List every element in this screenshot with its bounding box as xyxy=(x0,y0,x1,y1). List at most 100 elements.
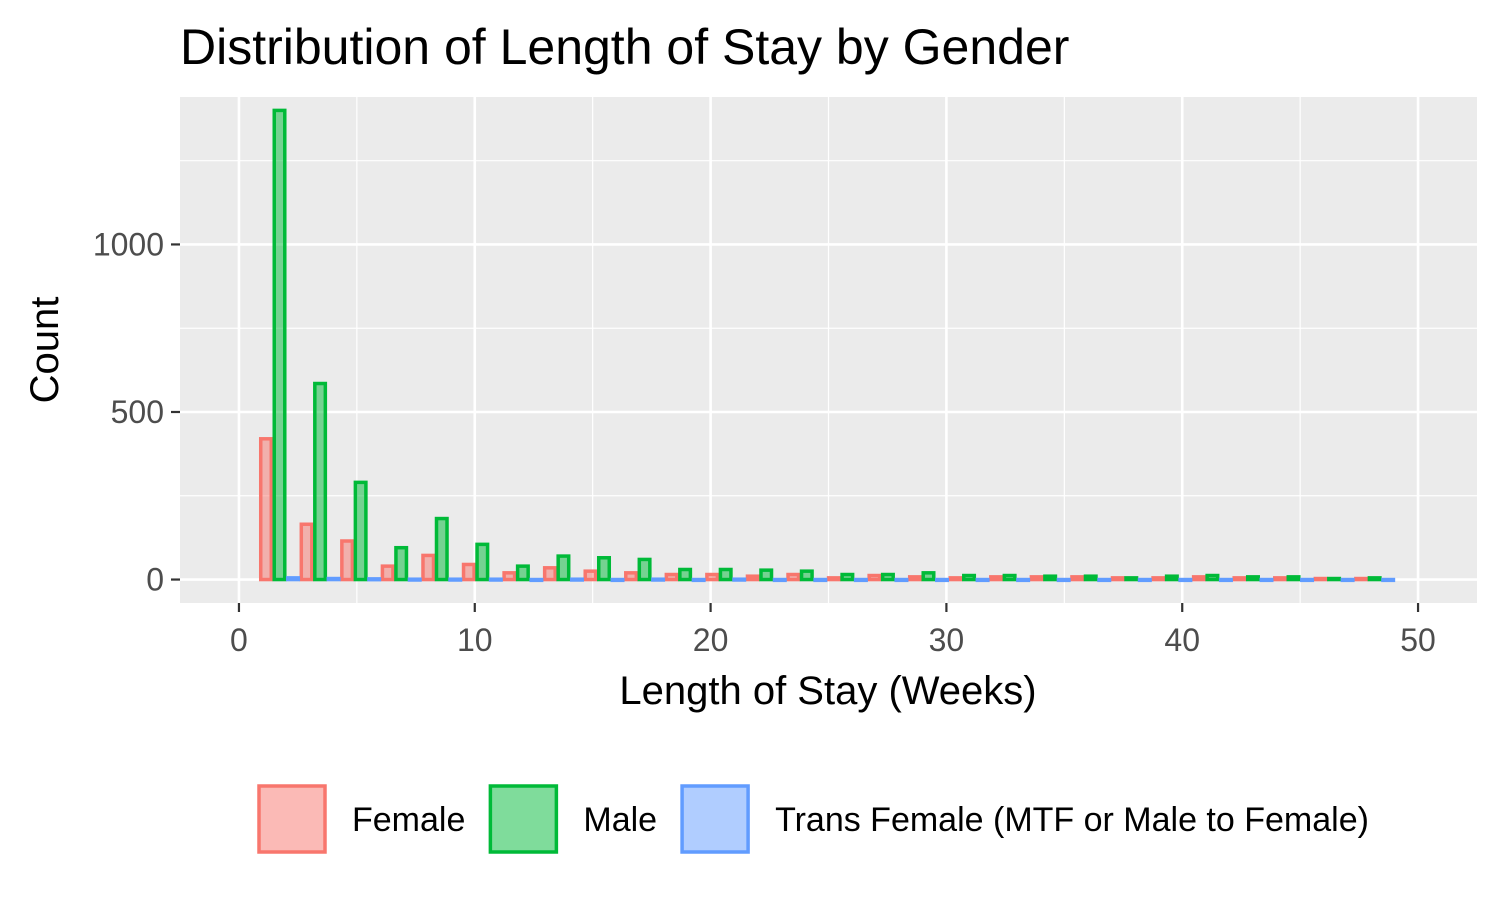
bar-trans xyxy=(853,577,868,583)
bar-female xyxy=(502,571,517,582)
bar-male xyxy=(434,516,449,582)
bar-male xyxy=(678,567,693,582)
bar-female xyxy=(867,573,882,582)
bar-male xyxy=(1205,573,1220,582)
bar-female xyxy=(989,575,1004,582)
bar-male xyxy=(637,557,652,582)
bar-trans xyxy=(448,577,463,582)
y-tick-label: 500 xyxy=(111,394,164,430)
bar-trans xyxy=(407,577,422,582)
bar-female xyxy=(948,576,963,582)
bar-trans xyxy=(934,577,950,583)
bar-trans xyxy=(813,577,828,583)
bar-trans xyxy=(1259,577,1274,583)
bar-male xyxy=(556,554,571,582)
legend-key-trans xyxy=(680,784,750,854)
bar-female xyxy=(380,564,395,582)
bar-male xyxy=(880,572,895,582)
bar-female xyxy=(583,569,598,582)
x-tick-label: 50 xyxy=(1400,622,1436,658)
bar-trans xyxy=(691,577,706,583)
bar-trans xyxy=(1016,577,1031,583)
bar-female xyxy=(1354,576,1369,582)
bar-male xyxy=(353,480,368,582)
bar-trans xyxy=(1300,577,1315,583)
bar-female xyxy=(1070,575,1085,582)
bar-male xyxy=(596,556,612,582)
bar-trans xyxy=(1056,577,1071,583)
bar-trans xyxy=(1097,577,1112,583)
bar-trans xyxy=(367,577,382,582)
bar-male xyxy=(759,568,774,582)
bar-trans xyxy=(1218,577,1233,583)
bar-male xyxy=(840,572,855,582)
bar-male xyxy=(921,571,936,582)
bar-male xyxy=(1327,576,1342,582)
bar-marks xyxy=(258,108,1396,583)
bar-male xyxy=(1164,574,1179,582)
bar-male xyxy=(394,545,409,582)
bar-male xyxy=(799,569,814,582)
x-tick-label: 40 xyxy=(1164,622,1200,658)
bar-female xyxy=(1029,575,1044,582)
bar-trans xyxy=(1340,577,1355,583)
legend-label: Female xyxy=(352,801,465,839)
x-tick-label: 20 xyxy=(693,622,729,658)
bar-female xyxy=(542,566,557,582)
bar-male xyxy=(962,573,977,582)
bar-female xyxy=(826,576,841,582)
bar-trans xyxy=(286,576,301,582)
bar-male xyxy=(272,108,287,582)
bar-trans xyxy=(894,577,909,583)
bar-female xyxy=(907,575,922,582)
bar-male xyxy=(313,381,328,582)
x-tick-label: 10 xyxy=(457,622,493,658)
legend-key-male xyxy=(488,784,559,854)
bar-trans xyxy=(651,577,666,582)
bar-female xyxy=(299,522,314,582)
bar-male xyxy=(1083,574,1098,582)
x-tick-label: 0 xyxy=(230,622,248,658)
bar-trans xyxy=(326,576,341,582)
bar-male xyxy=(475,542,490,582)
bar-female xyxy=(340,539,355,582)
bar-female xyxy=(1110,576,1125,582)
bar-female xyxy=(786,572,801,582)
bar-female xyxy=(461,562,476,582)
bar-male xyxy=(718,567,733,582)
bar-female xyxy=(664,572,679,582)
bar-trans xyxy=(610,577,625,583)
legend-key-female xyxy=(257,784,327,854)
bar-female xyxy=(421,553,436,582)
bar-female xyxy=(745,574,760,582)
bar-female xyxy=(1151,576,1166,582)
bar-male xyxy=(1124,576,1139,582)
bar-trans xyxy=(529,577,544,583)
legend-label: Male xyxy=(583,801,657,839)
bar-trans xyxy=(488,577,503,582)
bar-male xyxy=(1245,575,1260,582)
y-tick-label: 1000 xyxy=(93,226,164,262)
x-tick-label: 30 xyxy=(929,622,965,658)
y-tick-label: 0 xyxy=(146,562,164,598)
bar-trans xyxy=(1381,577,1396,583)
bar-male xyxy=(1367,576,1382,582)
bar-female xyxy=(258,437,274,582)
bar-male xyxy=(515,564,530,582)
bar-female xyxy=(1313,576,1328,582)
bar-trans xyxy=(975,577,990,583)
x-axis: 0 10 20 30 40 50 xyxy=(230,603,1436,658)
bar-female xyxy=(624,571,639,582)
legend: Female Male Trans Female (MTF or Male to F… xyxy=(257,784,1369,854)
bar-trans xyxy=(1178,577,1193,583)
bar-male xyxy=(1002,573,1017,582)
bar-male xyxy=(1286,575,1301,582)
bar-trans xyxy=(569,577,584,582)
x-axis-title: Length of Stay (Weeks) xyxy=(619,669,1036,713)
bar-female xyxy=(1232,576,1247,582)
minor-gridlines xyxy=(180,97,1477,603)
bar-trans xyxy=(732,577,747,582)
bar-female xyxy=(1191,575,1206,582)
bar-male xyxy=(1043,574,1058,582)
